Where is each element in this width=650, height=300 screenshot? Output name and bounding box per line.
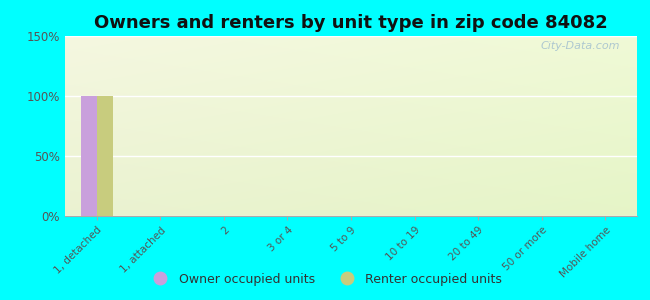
- Bar: [81, 96, 97, 216]
- Title: Owners and renters by unit type in zip code 84082: Owners and renters by unit type in zip c…: [94, 14, 608, 32]
- Text: City-Data.com: City-Data.com: [540, 41, 620, 51]
- Legend: Owner occupied units, Renter occupied units: Owner occupied units, Renter occupied un…: [143, 268, 507, 291]
- Bar: [97, 96, 112, 216]
